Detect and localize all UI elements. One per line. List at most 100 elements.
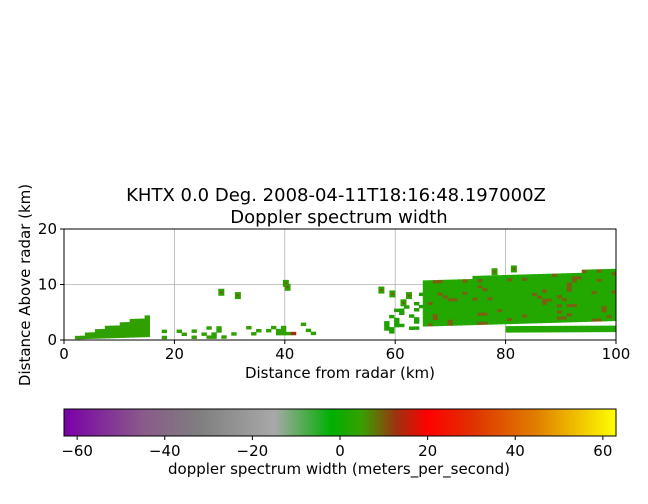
echo-cell (482, 309, 488, 313)
echo-cell (561, 285, 568, 289)
echo-cell (581, 303, 588, 307)
echo-cell (502, 284, 508, 288)
echo-cell (537, 298, 543, 302)
echo-cell (515, 326, 521, 330)
echo-cell (596, 299, 603, 304)
echo-cell (487, 309, 493, 313)
echo-cell (437, 292, 444, 296)
echo-cell (517, 317, 523, 321)
colorbar-tick-label: 20 (418, 442, 437, 460)
echo-cell (462, 288, 468, 292)
echo-cell (591, 272, 598, 276)
echo-cell (462, 291, 468, 295)
echo-cell (457, 285, 463, 289)
echo-cell (502, 317, 508, 322)
echo-cell (462, 294, 468, 298)
echo-cell (551, 291, 558, 296)
echo-cell (505, 326, 511, 330)
echo-cell (442, 310, 449, 314)
echo-cell (492, 284, 498, 288)
echo-cell (565, 325, 571, 330)
echo-cell (512, 280, 518, 285)
echo-cell (512, 311, 518, 315)
echo-cell (497, 317, 503, 322)
echo-cell (280, 325, 287, 330)
echo-cell (606, 296, 612, 300)
echo-cell (119, 328, 126, 332)
x-tick-label: 80 (496, 345, 515, 363)
echo-cell (586, 300, 593, 304)
echo-cell (520, 326, 526, 330)
echo-cell (581, 300, 588, 304)
echo-cell (537, 280, 543, 284)
echo-cell (522, 311, 528, 315)
echo-cell (512, 308, 518, 312)
echo-cell (580, 328, 586, 333)
echo-cell (487, 315, 493, 319)
echo-cell (599, 325, 606, 330)
echo-cell (452, 319, 458, 323)
echo-cell (437, 310, 444, 314)
echo-cell (492, 287, 498, 291)
echo-cell (611, 271, 616, 276)
echo-cell (512, 296, 518, 300)
echo-cell (422, 301, 429, 306)
isolated-echo-speckle (402, 301, 405, 304)
echo-cell (447, 288, 454, 293)
echo-cell (591, 281, 598, 286)
echo-cell (221, 335, 227, 339)
echo-cell (482, 290, 488, 295)
echo-cell (512, 277, 518, 282)
echo-cell (422, 304, 429, 309)
echo-cell (487, 302, 493, 307)
echo-cell (556, 276, 563, 280)
echo-cell (447, 319, 454, 323)
echo-cell (586, 278, 593, 283)
echo-cell (581, 312, 588, 316)
echo-cell (551, 288, 558, 293)
echo-cell (437, 304, 444, 308)
echo-cell (596, 290, 603, 295)
echo-cell (507, 274, 513, 279)
echo-cell (611, 281, 616, 285)
echo-cell (467, 297, 473, 301)
echo-cell (591, 296, 598, 301)
echo-cell (285, 331, 292, 336)
echo-cell (129, 318, 136, 323)
echo-cell (555, 325, 561, 330)
echo-cell (566, 288, 573, 292)
echo-cell (432, 307, 439, 311)
colorbar: −60 −40 −20 0 20 40 60 doppler spectrum width … (61, 408, 617, 479)
echo-cell (487, 321, 493, 325)
echo-cell (580, 325, 586, 330)
echo-cell (547, 295, 553, 299)
echo-cell (447, 300, 454, 305)
echo-cell (576, 297, 583, 301)
echo-cell (532, 292, 538, 296)
echo-cell (576, 288, 583, 292)
echo-cell (497, 296, 503, 300)
echo-cell (432, 286, 439, 290)
echo-cell (432, 310, 439, 315)
echo-cell (399, 308, 405, 312)
echo-cell (532, 289, 538, 293)
echo-cell (611, 268, 616, 273)
echo-cell (482, 296, 488, 301)
echo-cell (399, 323, 405, 328)
echo-cell (119, 331, 126, 335)
echo-cell (599, 328, 606, 333)
echo-cell (537, 316, 543, 321)
echo-cell (487, 296, 493, 301)
echo-cell (527, 274, 533, 278)
echo-cell (452, 300, 458, 305)
echo-cell (472, 315, 478, 319)
echo-cell (527, 313, 533, 318)
echo-cell (586, 318, 593, 322)
echo-cell (561, 279, 568, 283)
echo-cell (507, 280, 513, 285)
echo-cell (432, 316, 439, 321)
echo-cell (560, 325, 566, 330)
echo-cell (556, 319, 563, 323)
echo-cell (477, 300, 483, 304)
echo-cell (442, 301, 449, 305)
